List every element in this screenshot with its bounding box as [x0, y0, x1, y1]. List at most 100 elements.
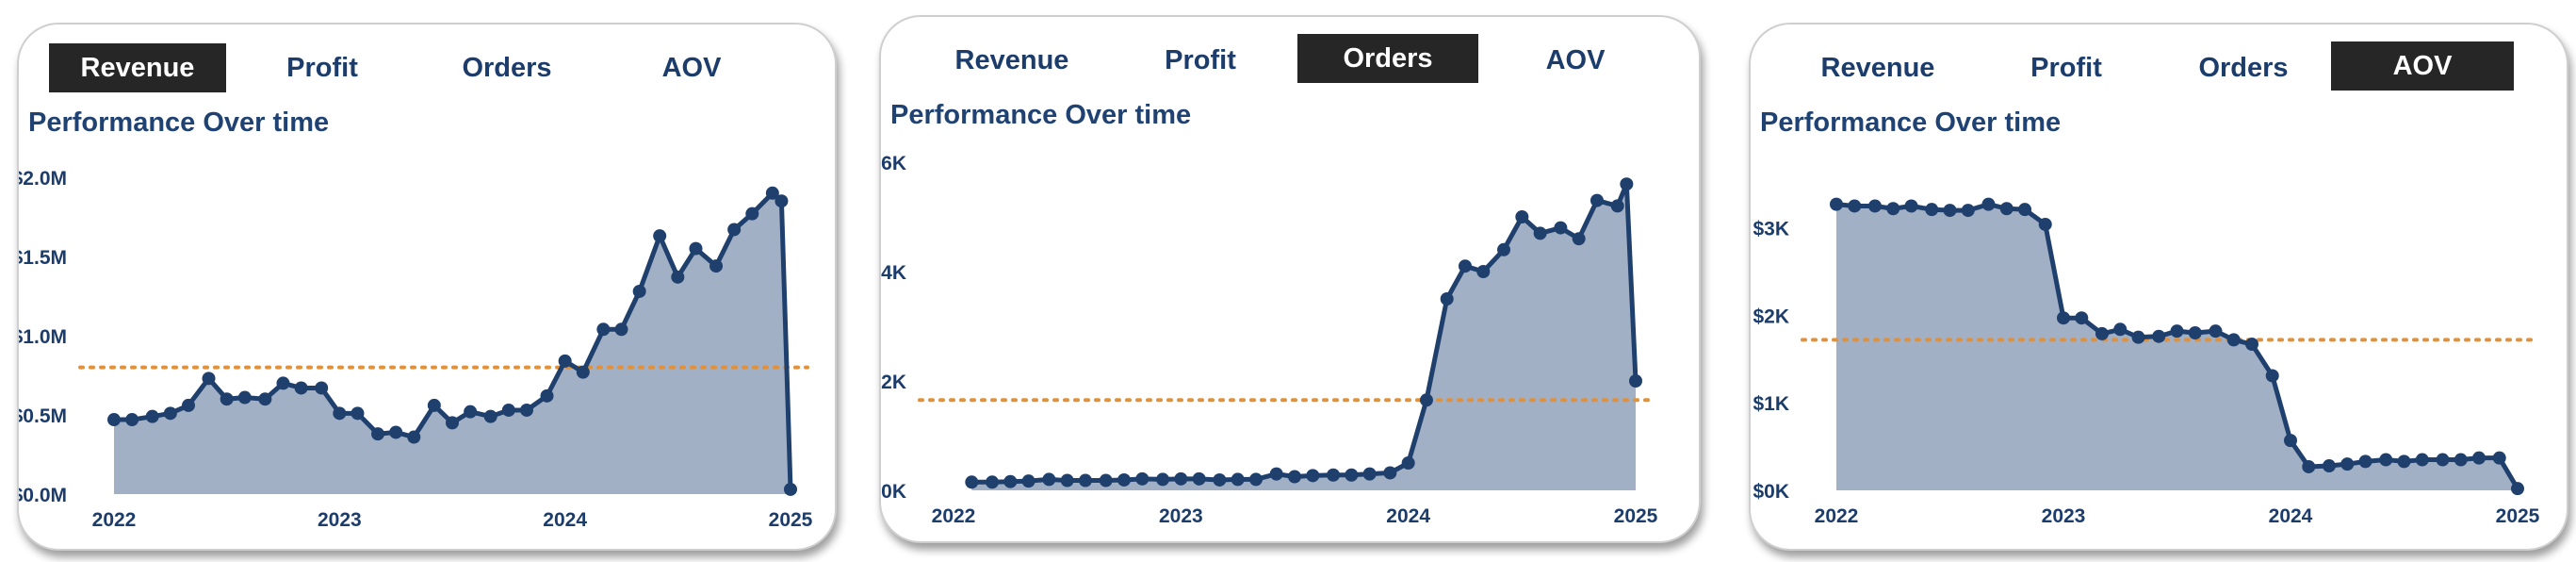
data-point [1459, 259, 1472, 273]
data-point [1610, 199, 1624, 213]
area-fill [1836, 204, 2518, 490]
data-point [745, 207, 759, 221]
data-point [1533, 226, 1547, 240]
data-point [1886, 202, 1900, 216]
data-point [276, 376, 290, 390]
orders-area-chart: 0K 2K 4K 6K 2022 2023 2024 2025 [881, 153, 1658, 527]
x-tick-label: 2023 [318, 509, 362, 531]
data-point [2302, 459, 2316, 473]
data-point [1999, 202, 2014, 216]
data-point [294, 381, 308, 395]
data-point [576, 365, 590, 379]
y-tick-label: 4K [881, 262, 906, 284]
data-point [1327, 468, 1341, 482]
data-point [519, 403, 533, 417]
data-point [540, 388, 554, 403]
tab-aov[interactable]: AOV [2331, 41, 2514, 91]
data-point [107, 413, 121, 427]
data-point [1515, 210, 1529, 223]
data-point [333, 406, 347, 421]
data-point [1476, 265, 1491, 278]
tab-orders[interactable]: Orders [2198, 53, 2289, 83]
tab-profit[interactable]: Profit [1165, 45, 1236, 75]
y-tick-label: $1.5M [19, 247, 67, 269]
data-point [389, 425, 403, 439]
data-point [727, 223, 742, 237]
y-tick-label: $1K [1753, 393, 1789, 415]
data-point [1269, 467, 1283, 481]
y-tick-label: 6K [881, 153, 906, 174]
data-point [1156, 472, 1170, 487]
data-point [709, 259, 724, 273]
chart-title: Performance Over time [28, 107, 330, 138]
data-point [2245, 338, 2259, 352]
data-point [237, 390, 252, 405]
area-fill [971, 184, 1636, 490]
data-point [464, 405, 478, 419]
data-point [2095, 326, 2109, 340]
data-point [1981, 197, 1996, 211]
data-point [1830, 197, 1843, 211]
data-point [1135, 471, 1149, 486]
data-point [2113, 322, 2128, 337]
tab-aov[interactable]: AOV [1545, 45, 1606, 75]
data-point [1060, 473, 1074, 488]
data-point [689, 241, 703, 256]
data-point [1117, 472, 1131, 487]
data-point [1419, 393, 1433, 407]
data-point [1288, 470, 1301, 484]
data-point [965, 475, 979, 489]
data-point [1497, 242, 1511, 256]
x-tick-label: 2024 [1386, 505, 1430, 527]
data-point [2397, 455, 2411, 469]
data-point [765, 186, 779, 200]
data-point [2284, 434, 2297, 448]
data-point [2057, 311, 2070, 325]
y-tick-label: 0K [881, 481, 906, 503]
data-point [371, 427, 385, 441]
data-point [1961, 204, 1975, 218]
y-tick-label: $2.0M [19, 168, 67, 190]
tab-revenue[interactable]: Revenue [49, 43, 226, 92]
data-point [125, 413, 139, 427]
tab-aov[interactable]: AOV [661, 53, 722, 83]
data-point [596, 322, 611, 337]
chart-title: Performance Over time [890, 100, 1192, 130]
x-tick-label: 2023 [1159, 505, 1203, 527]
data-point [1174, 471, 1188, 486]
data-point [407, 430, 421, 444]
data-point [1629, 374, 1642, 388]
orders-chart-card: Revenue Profit Orders AOV Performance Ov… [879, 15, 1701, 543]
x-tick-label: 2024 [2269, 505, 2313, 527]
data-point [774, 194, 789, 208]
data-point [986, 475, 1000, 489]
tab-revenue[interactable]: Revenue [1820, 53, 1935, 83]
aov-area-chart: $0K $1K $2K $3K 2022 2023 2024 2025 [1753, 197, 2540, 527]
y-tick-label: $3K [1753, 219, 1789, 240]
tab-profit[interactable]: Profit [286, 53, 358, 83]
data-point [2131, 330, 2145, 344]
data-point [315, 381, 329, 395]
data-point [2492, 451, 2506, 465]
tab-orders[interactable]: Orders [462, 53, 552, 83]
data-point [1383, 466, 1397, 480]
data-point [1078, 473, 1092, 488]
tab-revenue[interactable]: Revenue [954, 45, 1069, 75]
data-point [2322, 459, 2336, 473]
data-point [2170, 324, 2184, 339]
data-point [2415, 453, 2429, 467]
data-point [1925, 203, 1939, 217]
data-point [2511, 482, 2524, 496]
tab-profit[interactable]: Profit [2030, 53, 2102, 83]
data-point [2209, 324, 2223, 339]
y-tick-label: $0K [1753, 481, 1789, 503]
data-point [1042, 472, 1056, 487]
data-point [2038, 217, 2052, 231]
data-point [1021, 474, 1035, 488]
tab-orders[interactable]: Orders [1297, 34, 1478, 83]
data-point [2358, 455, 2372, 469]
data-point [1099, 473, 1113, 488]
data-point [2340, 457, 2355, 471]
data-point [1590, 193, 1604, 207]
x-tick-label: 2024 [543, 509, 587, 531]
